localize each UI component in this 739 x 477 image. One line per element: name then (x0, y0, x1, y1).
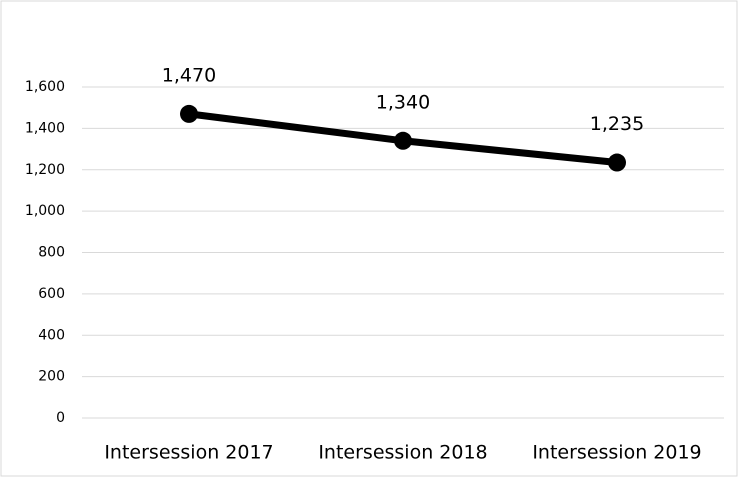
y-tick-label: 1,000 (25, 203, 65, 219)
x-tick-label: Intersession 2017 (104, 442, 273, 464)
y-tick-label: 200 (38, 369, 65, 385)
marker (608, 153, 626, 172)
data-label: 1,235 (590, 113, 644, 135)
y-tick-label: 1,200 (25, 162, 65, 178)
y-tick-label: 800 (38, 245, 65, 261)
y-tick-label: 400 (38, 327, 65, 343)
x-tick-label: Intersession 2018 (318, 442, 487, 464)
x-tick-label: Intersession 2019 (532, 442, 701, 464)
y-tick-label: 0 (56, 410, 65, 426)
data-label: 1,470 (162, 64, 216, 86)
data-label: 1,340 (376, 91, 430, 113)
marker (180, 104, 198, 123)
marker (394, 131, 412, 150)
y-tick-label: 1,400 (25, 120, 65, 136)
y-tick-label: 600 (38, 286, 65, 302)
y-tick-label: 1,600 (25, 79, 65, 95)
